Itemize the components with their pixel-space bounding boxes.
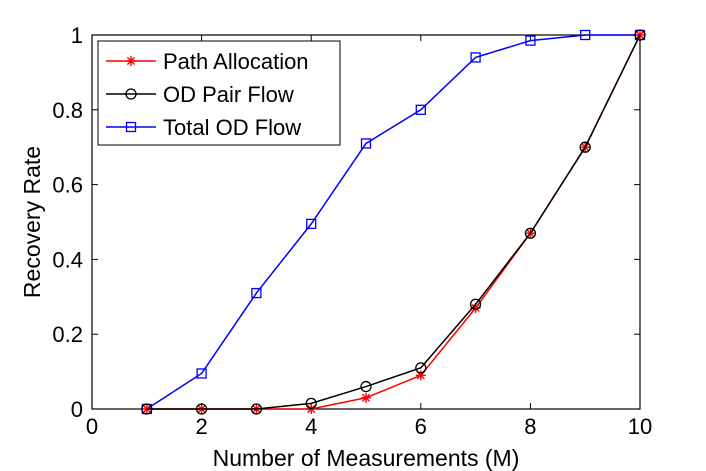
legend-label: OD Pair Flow (163, 82, 294, 107)
y-tick-label: 0.2 (52, 322, 83, 347)
series-line (146, 34, 641, 410)
y-tick-label: 0.6 (52, 173, 83, 198)
y-tick-labels: 0 0.2 0.4 0.6 0.8 1 (52, 23, 83, 422)
data-point (195, 403, 208, 415)
data-point (305, 397, 317, 410)
data-point (360, 380, 372, 393)
x-tick-label: 10 (628, 414, 652, 439)
x-tick-label: 6 (415, 414, 427, 439)
data-point (415, 362, 427, 374)
data-point (360, 138, 372, 149)
x-tick-label: 0 (86, 414, 98, 439)
x-axis-title: Number of Measurements (M) (213, 445, 520, 471)
data-point (470, 52, 481, 63)
legend-label: Total OD Flow (163, 115, 301, 140)
x-tick-label: 8 (524, 414, 536, 439)
series-layer (141, 29, 646, 415)
data-point (415, 370, 426, 381)
data-point (580, 29, 591, 41)
data-point (525, 35, 536, 46)
legend-entry: OD Pair Flow (106, 82, 294, 107)
series-od-pair-flow (141, 29, 646, 415)
legend-entry: Total OD Flow (106, 115, 301, 140)
y-tick-label: 0.8 (52, 98, 83, 123)
x-tick-labels: 0 2 4 6 8 10 (86, 414, 652, 439)
legend-entries: Path Allocation OD Pair Flow Total OD Flow (106, 49, 309, 140)
legend-marker (125, 88, 137, 100)
y-tick-label: 1 (71, 23, 83, 48)
data-point (524, 227, 537, 239)
data-point (579, 141, 591, 153)
data-point (141, 403, 153, 415)
legend-marker (126, 56, 136, 66)
series-line (146, 34, 640, 410)
legend: Path Allocation OD Pair Flow Total OD Flow (97, 40, 341, 146)
legend-entry: Path Allocation (106, 49, 309, 74)
data-point (306, 218, 317, 230)
y-axis-title: Recovery Rate (19, 146, 45, 298)
data-point (634, 29, 646, 41)
data-point (250, 403, 263, 415)
data-point (469, 298, 482, 310)
data-point (415, 104, 426, 115)
legend-marker (125, 121, 137, 133)
x-tick-label: 4 (305, 414, 317, 439)
data-point (251, 287, 262, 299)
y-tick-label: 0.4 (52, 247, 83, 272)
data-point (196, 368, 207, 379)
y-tick-label: 0 (71, 397, 83, 422)
legend-label: Path Allocation (163, 49, 309, 74)
x-tick-label: 2 (195, 414, 207, 439)
data-point (361, 392, 371, 403)
